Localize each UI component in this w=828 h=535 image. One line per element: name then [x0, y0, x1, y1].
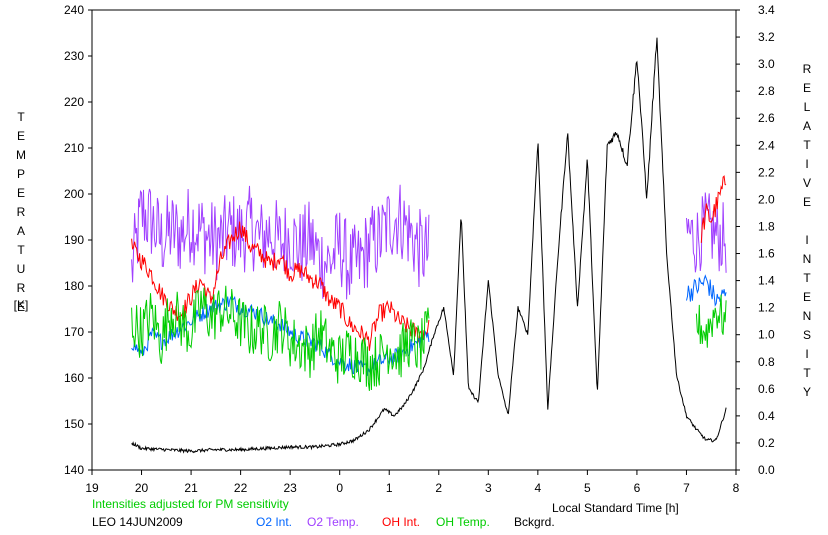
- x-tick-label: 19: [85, 481, 99, 495]
- right-tick-label: 2.6: [758, 111, 775, 125]
- right-tick-label: 2.0: [758, 192, 775, 206]
- x-tick-label: 3: [485, 481, 492, 495]
- right-tick-label: 0.0: [758, 463, 775, 477]
- right-tick-label: 3.2: [758, 30, 775, 44]
- plot-frame: [91, 9, 737, 471]
- left-tick-label: 210: [64, 141, 84, 155]
- series-line-o2-temp: [131, 184, 430, 300]
- left-tick-label: 180: [64, 279, 84, 293]
- station-label: LEO 14JUN2009: [92, 515, 183, 529]
- legend-item-bckgrd: Bckgrd.: [514, 515, 555, 529]
- series-line-o2-int: [686, 274, 727, 307]
- x-axis-label: Local Standard Time [h]: [552, 501, 679, 515]
- left-tick-label: 150: [64, 417, 84, 431]
- legend-item-o2-temp: O2 Temp.: [307, 515, 359, 529]
- x-tick-label: 8: [733, 481, 740, 495]
- left-tick-label: 230: [64, 49, 84, 63]
- series-line-oh-temp: [131, 285, 430, 391]
- right-tick-label: 1.6: [758, 247, 775, 261]
- series-line-oh-temp: [695, 294, 727, 348]
- pm-sensitivity-note: Intensities adjusted for PM sensitivity: [92, 497, 289, 511]
- x-tick-label: 1: [386, 481, 393, 495]
- left-axis-ticks: 140 150 160 170 180 190 200 210 220 230 240: [64, 3, 92, 477]
- x-tick-label: 23: [283, 481, 297, 495]
- legend: O2 Int. O2 Temp. OH Int. OH Temp. Bckgrd…: [256, 515, 555, 529]
- right-tick-label: 1.0: [758, 328, 775, 342]
- left-axis-unit: [K]: [13, 298, 29, 312]
- legend-item-o2-int: O2 Int.: [256, 515, 292, 529]
- right-tick-label: 3.0: [758, 57, 775, 71]
- right-tick-label: 2.8: [758, 84, 775, 98]
- x-tick-label: 5: [584, 481, 591, 495]
- x-tick-label: 2: [435, 481, 442, 495]
- right-tick-label: 1.8: [758, 219, 775, 233]
- series-layer: [131, 37, 727, 454]
- right-tick-label: 1.4: [758, 274, 775, 288]
- left-tick-label: 200: [64, 187, 84, 201]
- right-tick-label: 1.2: [758, 301, 775, 315]
- series-line-oh-int: [131, 221, 430, 351]
- left-tick-label: 240: [64, 3, 84, 17]
- plot-area-border: [91, 9, 737, 471]
- left-tick-label: 140: [64, 463, 84, 477]
- left-tick-label: 190: [64, 233, 84, 247]
- left-tick-label: 220: [64, 95, 84, 109]
- x-tick-label: 22: [234, 481, 248, 495]
- right-tick-label: 0.6: [758, 382, 775, 396]
- left-tick-label: 170: [64, 325, 84, 339]
- x-axis-ticks: 19 20 21 22 23 0 1 2 3 4 5 6 7 8: [85, 470, 740, 495]
- x-tick-label: 4: [535, 481, 542, 495]
- series-line-bckgrd: [131, 37, 727, 454]
- legend-item-oh-temp: OH Temp.: [436, 515, 490, 529]
- right-axis-ticks: 0.0 0.2 0.4 0.6 0.8 1.0 1.2 1.4 1.6 1.8 2.0 2.2 2.4 2…: [736, 3, 775, 477]
- x-tick-label: 6: [634, 481, 641, 495]
- left-tick-label: 160: [64, 371, 84, 385]
- x-tick-label: 0: [336, 481, 343, 495]
- right-tick-label: 2.2: [758, 165, 775, 179]
- right-tick-label: 3.4: [758, 3, 775, 17]
- right-tick-label: 0.8: [758, 355, 775, 369]
- right-tick-label: 2.4: [758, 138, 775, 152]
- legend-item-oh-int: OH Int.: [382, 515, 420, 529]
- x-tick-label: 20: [135, 481, 149, 495]
- series-line-oh-int: [700, 175, 727, 243]
- x-tick-label: 7: [683, 481, 690, 495]
- x-tick-label: 21: [184, 481, 198, 495]
- right-tick-label: 0.2: [758, 436, 775, 450]
- right-tick-label: 0.4: [758, 409, 775, 423]
